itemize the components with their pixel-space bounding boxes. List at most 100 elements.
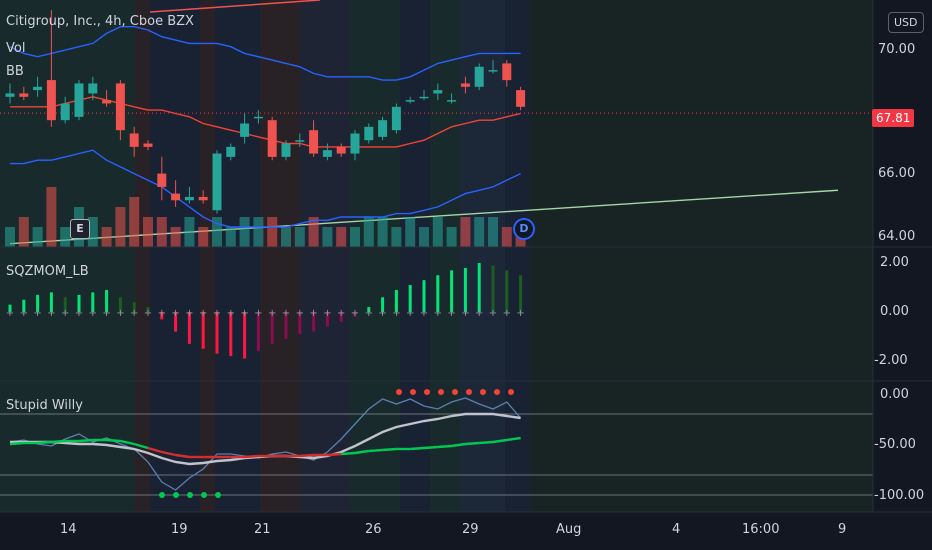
volume-bar (143, 217, 153, 247)
last-price-tag: 67.81 (872, 109, 915, 127)
sqz-dot: + (240, 308, 248, 319)
sqz-momentum-bar (105, 289, 109, 312)
candle-body (447, 100, 457, 102)
sqz-dot: + (351, 308, 359, 319)
sqz-dot: + (20, 308, 28, 319)
volume-bar (170, 227, 181, 247)
candle-body (5, 93, 15, 97)
sqz-dot: + (61, 308, 69, 319)
willy-signal-segment (492, 438, 507, 444)
sqz-dot: + (254, 308, 262, 319)
candle-body (460, 83, 470, 87)
willy-title[interactable]: Stupid Willy (6, 398, 83, 413)
volume-bar (184, 217, 195, 247)
sqz-dot: + (503, 308, 511, 319)
volume-bar (336, 227, 347, 247)
session-band (135, 0, 150, 512)
dividend-marker[interactable]: D (513, 218, 535, 240)
sqz-dot: + (447, 308, 455, 319)
sqz-dot: + (144, 308, 152, 319)
sqz-momentum-bar (381, 297, 385, 312)
sqz-dot: + (116, 308, 124, 319)
price-pane[interactable] (0, 0, 873, 247)
sqz-momentum-bar (408, 285, 412, 312)
overbought-dot (466, 389, 472, 395)
sqz-dot: + (227, 308, 235, 319)
earnings-marker[interactable]: E (70, 219, 90, 239)
volume-bar (281, 227, 291, 247)
candle-body (433, 90, 443, 94)
time-tick: Aug (556, 522, 582, 537)
candle-body (267, 120, 277, 157)
volume-bar (474, 217, 485, 247)
currency-button[interactable]: USD (888, 12, 924, 33)
candle-body (226, 146, 236, 157)
sqz-momentum-bar (77, 294, 81, 312)
sqz-momentum-bar (477, 263, 481, 312)
bollinger-legend[interactable]: BB (6, 64, 24, 79)
candle-body (253, 116, 263, 119)
willy-signal-segment (51, 439, 66, 444)
volume-bar (267, 217, 278, 247)
sqz-dot: + (171, 308, 179, 319)
sqz-momentum-bar (450, 270, 454, 312)
candle-body (129, 133, 139, 147)
willy-signal-segment (120, 439, 135, 446)
candle-body (102, 100, 112, 104)
stupid-willy-pane[interactable] (0, 389, 873, 498)
volume-bar (363, 217, 374, 247)
sqz-dot: + (282, 308, 290, 319)
sqz-dot: + (199, 308, 207, 319)
symbol-title[interactable]: Citigroup, Inc., 4h, Cboe BZX (6, 14, 194, 29)
session-band (400, 0, 430, 512)
candle-body (350, 133, 360, 154)
candle-body (474, 66, 484, 87)
sqz-momentum-bar (256, 312, 260, 352)
sqz-dot: + (158, 308, 166, 319)
sqz-dot: + (420, 308, 428, 319)
sqz-momentum-bar (229, 312, 233, 357)
willy-tick: -50.00 (874, 437, 916, 452)
overbought-dot (410, 389, 416, 395)
sqzmom-title[interactable]: SQZMOM_LB (6, 264, 89, 279)
sqz-momentum-bar (270, 312, 274, 344)
sqz-dot: + (309, 308, 317, 319)
volume-bar (446, 227, 457, 247)
volume-legend[interactable]: Vol (6, 41, 26, 56)
sqz-dot: + (365, 308, 373, 319)
volume-bar (419, 227, 429, 247)
volume-bar (5, 227, 15, 247)
volume-bar (225, 227, 236, 247)
sqz-momentum-bar (353, 312, 357, 317)
willy-signal-segment (341, 451, 356, 456)
willy-signal-segment (382, 447, 397, 452)
sqz-dot: + (489, 308, 497, 319)
sqz-dot: + (461, 308, 469, 319)
volume-bar (18, 217, 29, 247)
sqz-momentum-bar (367, 307, 371, 312)
time-tick: 21 (254, 522, 271, 537)
volume-bar (32, 227, 43, 247)
sqz-momentum-bar (243, 312, 247, 359)
sqz-momentum-bar (160, 312, 164, 320)
price-tick: 66.00 (878, 166, 916, 181)
willy-signal-segment (9, 441, 24, 446)
willy-signal-segment (78, 438, 93, 443)
sqz-momentum-bar (519, 275, 523, 312)
session-band (0, 0, 135, 512)
volume-bar (350, 227, 360, 247)
willy-signal-segment (244, 454, 259, 459)
session-band (300, 0, 350, 512)
volume-bar (377, 217, 388, 247)
sqzmom-pane[interactable]: + + + + + + + + + + + + + + + + + + + + + + + + + + + + + + + + + + + + + + (6, 263, 525, 359)
sqz-dot: + (213, 308, 221, 319)
sqz-dot: + (434, 308, 442, 319)
willy-signal-segment (368, 448, 383, 453)
session-band (430, 0, 460, 512)
sqz-momentum-bar (118, 297, 122, 312)
candle-body (184, 196, 194, 201)
sqz-dot: + (475, 308, 483, 319)
overbought-dot (508, 389, 514, 395)
oversold-dot (215, 492, 221, 498)
